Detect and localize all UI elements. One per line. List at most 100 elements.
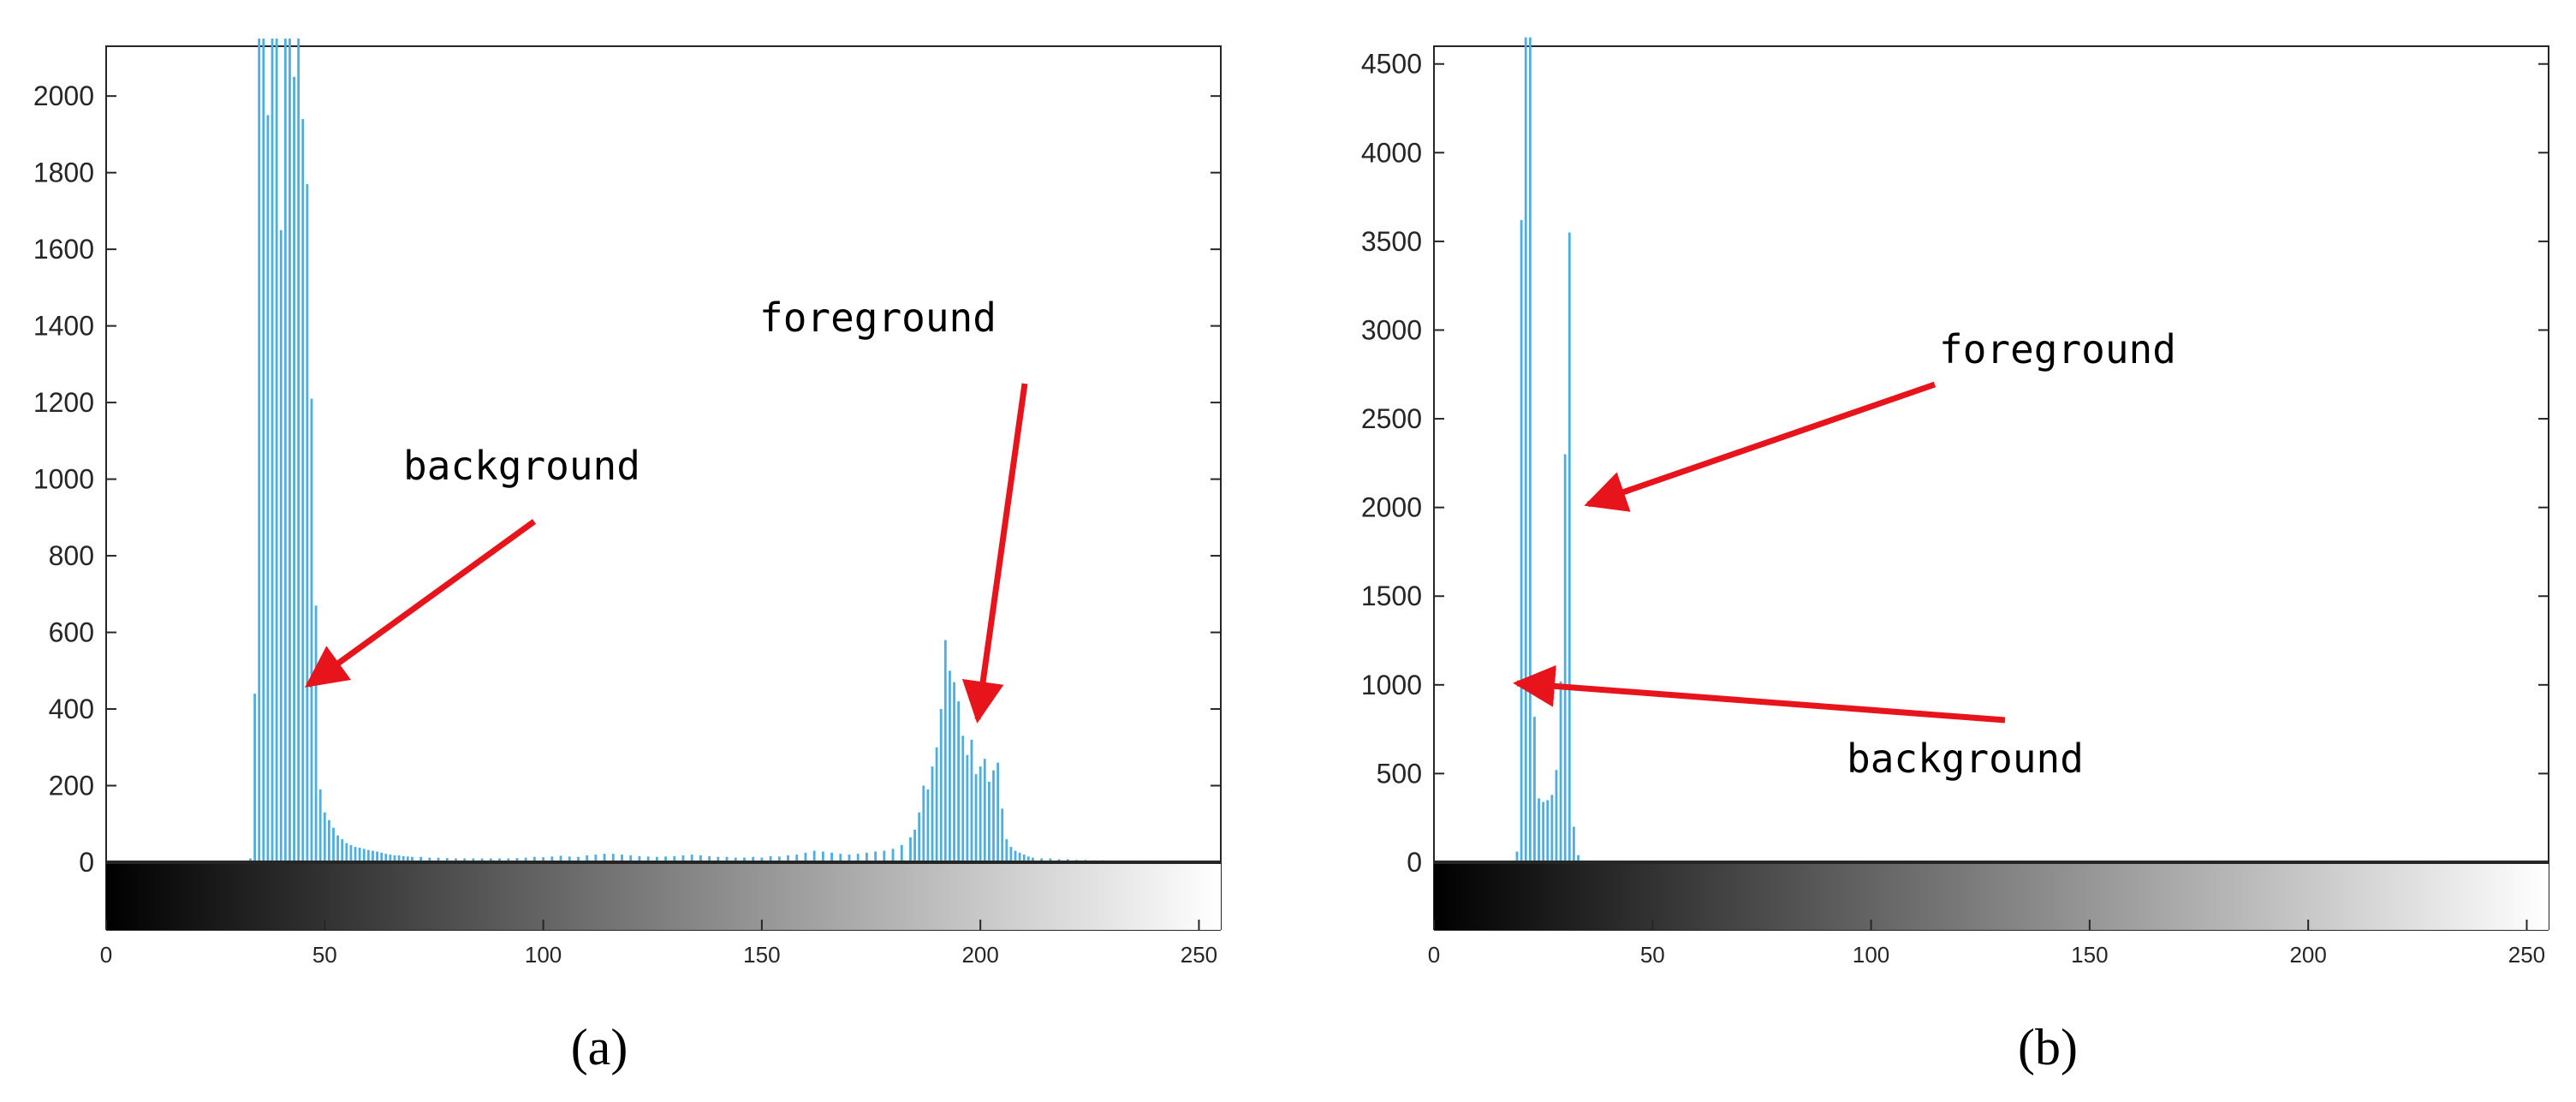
histogram-bar — [372, 850, 374, 862]
histogram-bar — [1018, 852, 1021, 862]
histogram-bar — [437, 857, 440, 862]
histogram-bar — [577, 856, 580, 862]
histogram-bar — [1040, 858, 1044, 862]
y-tick-label-a: 0 — [79, 847, 94, 878]
histogram-bar — [1001, 808, 1004, 862]
plot-frame-a — [105, 45, 1222, 863]
histogram-bar — [883, 850, 886, 862]
histogram-bar — [275, 39, 278, 863]
histogram-bar — [384, 854, 388, 862]
bars-b — [1515, 37, 1585, 863]
histogram-bar — [1550, 795, 1554, 862]
histogram-bar — [983, 759, 986, 862]
y-tick-label-b: 0 — [1407, 847, 1422, 878]
histogram-bar — [289, 39, 291, 863]
histogram-bar — [874, 851, 878, 862]
y-tick-label-b: 3000 — [1361, 314, 1422, 345]
x-tick-label-a: 50 — [312, 942, 337, 968]
histogram-bar — [406, 856, 409, 862]
histogram-bar — [949, 670, 951, 862]
panel-b: 0 500 1000 1500 2000 2500 3000 3500 4000 4500 0 50… — [1361, 37, 2549, 1075]
histogram-bar — [318, 789, 322, 862]
histogram-bar — [638, 855, 641, 862]
x-tick-label-b: 250 — [2508, 942, 2545, 968]
histogram-bar — [848, 855, 851, 862]
histogram-bar — [760, 857, 764, 862]
histogram-bar — [1546, 800, 1550, 862]
histogram-bar — [542, 857, 544, 862]
histogram-bar — [966, 754, 969, 862]
panel-a: 0 200 400 600 800 1000 1200 1400 1600 1800 2000 0 5… — [33, 39, 1222, 1075]
histogram-bar — [1009, 847, 1013, 862]
histogram-bar — [681, 855, 685, 862]
y-tick-label-b: 4500 — [1361, 49, 1422, 80]
histogram-bar — [1528, 37, 1532, 863]
histogram-bar — [752, 856, 755, 862]
background-label-a: background — [403, 443, 640, 489]
histogram-bar — [1520, 220, 1523, 863]
histogram-bar — [699, 855, 702, 862]
x-tick-label-a: 100 — [525, 942, 562, 968]
histogram-bar — [646, 856, 650, 862]
histogram-bar — [804, 852, 807, 862]
histogram-bar — [376, 851, 378, 862]
histogram-bar — [830, 852, 833, 862]
histogram-bar — [249, 858, 252, 862]
histogram-bar — [690, 855, 693, 862]
histogram-bar — [1524, 37, 1527, 863]
histogram-bar — [253, 694, 257, 862]
histogram-bar — [992, 770, 995, 862]
histogram-bar — [603, 854, 606, 862]
histogram-bar — [673, 855, 676, 862]
histogram-bar — [559, 855, 562, 862]
y-tick-label-a: 1000 — [33, 464, 94, 495]
y-tick-label-a: 600 — [49, 617, 94, 648]
histogram-bar — [1032, 857, 1034, 862]
histogram-bar — [1022, 855, 1026, 862]
histogram-bar — [725, 856, 729, 862]
histogram-bar — [1542, 801, 1545, 862]
histogram-bar — [354, 847, 357, 862]
histogram-bar — [777, 856, 781, 862]
histogram-bar — [455, 858, 457, 862]
histogram-bar — [524, 857, 527, 862]
histogram-bar — [909, 837, 912, 862]
histogram-bar — [402, 855, 405, 862]
histogram-bar — [970, 739, 973, 862]
histogram-bar — [708, 855, 711, 862]
histogram-bar — [419, 856, 423, 862]
histogram-bar — [1049, 858, 1052, 862]
histogram-bar — [489, 858, 492, 862]
histogram-bar — [926, 789, 930, 862]
histogram-bar — [974, 774, 978, 862]
y-tick-label-a: 200 — [49, 771, 94, 801]
histogram-bar — [283, 39, 287, 863]
histogram-bar — [297, 39, 300, 863]
histogram-bar — [979, 766, 982, 862]
y-tick-label-b: 2000 — [1361, 492, 1422, 523]
histogram-bar — [918, 812, 921, 862]
histogram-bar — [428, 857, 431, 862]
foreground-arrow-a — [961, 383, 1028, 724]
y-tick-label-b: 1500 — [1361, 581, 1422, 611]
x-ticks-a: 0 50 100 150 200 250 — [100, 920, 1217, 968]
histogram-bar — [866, 852, 868, 862]
foreground-label-a: foreground — [759, 295, 996, 341]
histogram-bar — [1559, 681, 1562, 862]
caption-b: (b) — [2018, 1019, 2078, 1075]
histogram-bar — [655, 856, 658, 862]
y-tick-label-b: 2500 — [1361, 403, 1422, 434]
bars-a — [249, 39, 1139, 863]
histogram-bar — [931, 766, 934, 862]
histogram-bar — [327, 819, 330, 862]
histogram-bar — [323, 812, 326, 862]
histogram-bar — [258, 39, 261, 863]
histogram-bar — [498, 858, 501, 862]
histogram-bar — [314, 605, 318, 862]
y-tick-label-b: 500 — [1377, 758, 1422, 789]
histogram-bar — [1568, 232, 1571, 863]
histogram-bar — [611, 854, 615, 862]
histogram-bar — [389, 855, 392, 862]
axis-ticks-a: 0 200 400 600 800 1000 1200 1400 1600 1800 2000 — [33, 80, 1222, 931]
